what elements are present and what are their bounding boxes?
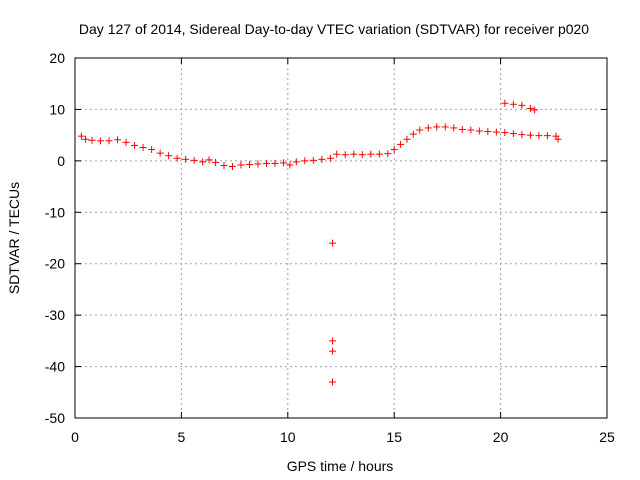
data-point: [350, 150, 358, 158]
data-point: [441, 123, 449, 131]
data-point: [367, 150, 375, 158]
data-point: [318, 155, 326, 163]
x-tick-label: 0: [71, 429, 79, 445]
data-point: [384, 150, 392, 158]
data-point: [114, 136, 122, 144]
data-point: [509, 130, 517, 138]
data-point: [199, 158, 207, 166]
y-tick-label: 10: [49, 101, 65, 117]
data-point: [105, 137, 113, 145]
data-point: [190, 156, 198, 164]
data-point: [245, 160, 253, 168]
data-point: [328, 347, 336, 355]
plot-frame: [74, 57, 608, 419]
y-tick-label: -30: [45, 307, 65, 323]
data-point: [484, 128, 492, 136]
data-point: [328, 378, 336, 386]
data-point: [97, 137, 105, 145]
data-point: [526, 131, 534, 139]
x-tick-label: 10: [280, 429, 296, 445]
data-point: [263, 159, 271, 167]
data-point: [403, 135, 411, 143]
data-point: [501, 99, 509, 107]
data-point: [271, 159, 279, 167]
data-point: [409, 130, 417, 138]
data-point: [416, 126, 424, 134]
data-point: [390, 146, 398, 154]
data-point: [450, 124, 458, 132]
data-point: [535, 132, 543, 140]
data-point: [424, 124, 432, 132]
data-point: [328, 337, 336, 345]
y-tick-label: 0: [57, 153, 65, 169]
data-point: [501, 129, 509, 137]
data-point: [173, 154, 181, 162]
data-point: [237, 161, 245, 169]
x-tick-label: 15: [386, 429, 402, 445]
x-tick-label: 5: [178, 429, 186, 445]
y-tick-label: -20: [45, 256, 65, 272]
data-points: [77, 99, 562, 386]
data-point: [286, 161, 294, 169]
data-point: [77, 132, 85, 140]
y-tick-label: -40: [45, 359, 65, 375]
y-tick-label: -50: [45, 410, 65, 426]
data-point: [292, 158, 300, 166]
data-point: [122, 138, 130, 146]
data-point: [280, 159, 288, 167]
axis-ticks: 0 5 10 15 20 25 20 10 0 -10 -20 -30 -40 -50: [45, 50, 615, 445]
data-point: [433, 123, 441, 131]
data-point: [518, 131, 526, 139]
x-tick-label: 25: [599, 429, 615, 445]
x-tick-label: 20: [493, 429, 509, 445]
data-point: [211, 158, 219, 166]
data-point: [341, 151, 349, 159]
y-tick-label: 20: [49, 50, 65, 66]
y-tick-label: -10: [45, 204, 65, 220]
data-point: [309, 156, 317, 164]
data-point: [131, 141, 139, 149]
data-point: [82, 135, 90, 143]
data-point: [165, 152, 173, 160]
data-point: [492, 128, 500, 136]
data-point: [301, 157, 309, 165]
data-point: [148, 146, 156, 154]
data-point: [475, 127, 483, 135]
data-point: [543, 132, 551, 140]
data-point: [88, 136, 96, 144]
data-point: [531, 106, 539, 114]
y-axis-label: SDTVAR / TECUs: [6, 182, 22, 294]
data-point: [397, 140, 405, 148]
data-point: [254, 160, 262, 168]
data-point: [526, 104, 534, 112]
data-point: [333, 150, 341, 158]
data-point: [326, 154, 334, 162]
data-point: [220, 161, 228, 169]
data-point: [375, 150, 383, 158]
chart-title: Day 127 of 2014, Sidereal Day-to-day VTE…: [79, 21, 589, 37]
x-axis-label: GPS time / hours: [287, 458, 394, 474]
data-point: [328, 239, 336, 247]
data-point: [228, 163, 236, 171]
data-point: [554, 135, 562, 143]
data-point: [518, 101, 526, 109]
data-point: [139, 143, 147, 151]
data-point: [467, 126, 475, 134]
data-point: [156, 149, 164, 157]
data-point: [458, 125, 466, 133]
data-point: [182, 155, 190, 163]
data-point: [509, 100, 517, 108]
data-point: [358, 151, 366, 159]
data-point: [205, 156, 213, 164]
grid: [75, 58, 607, 418]
